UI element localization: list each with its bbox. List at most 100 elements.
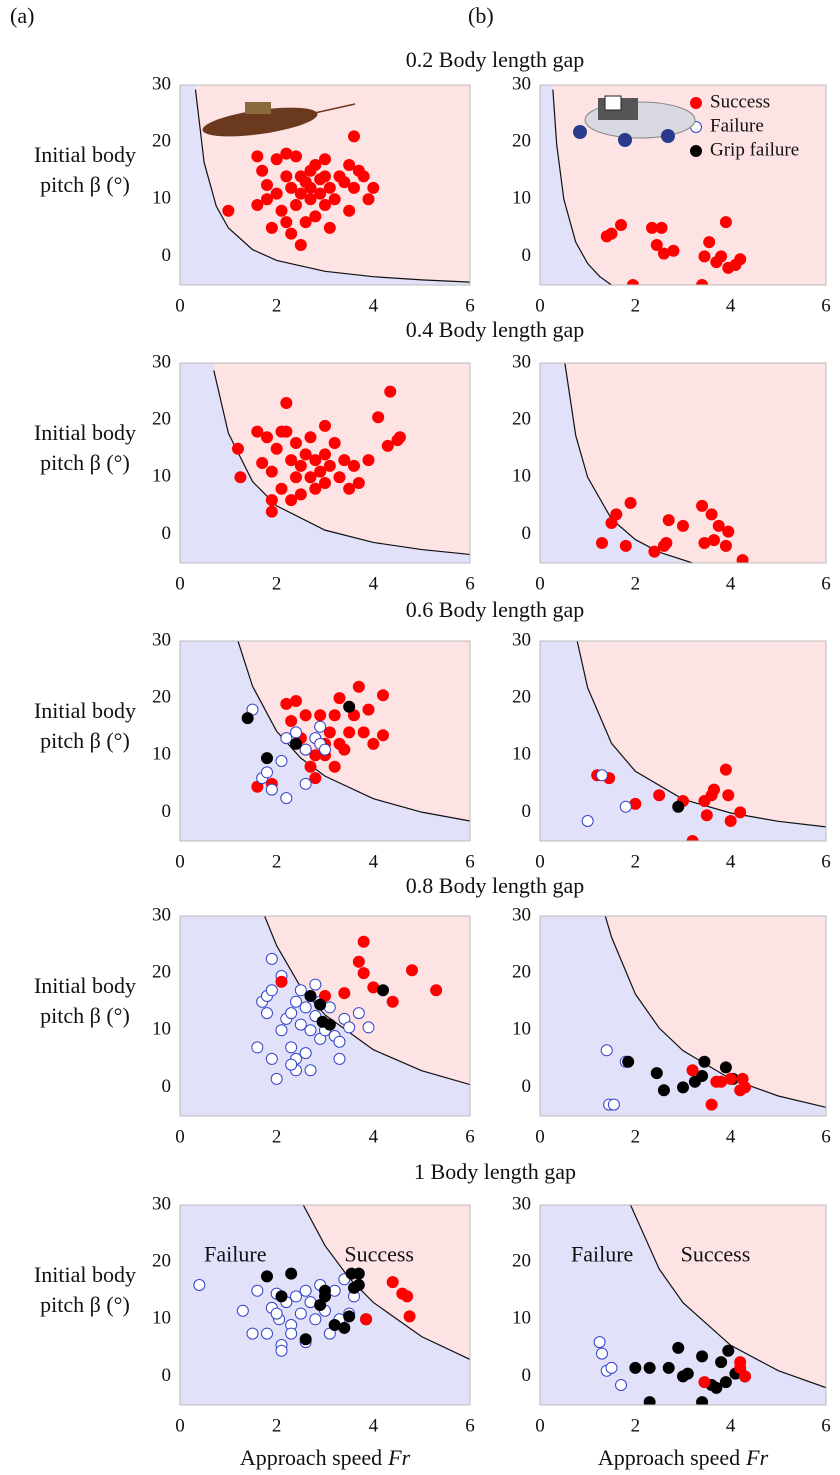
data-point (309, 210, 322, 223)
gap-title: 0.4 Body length gap (406, 317, 584, 342)
data-point (719, 539, 732, 552)
data-point (251, 1284, 264, 1297)
x-tick-label: 6 (465, 295, 475, 316)
data-point (275, 204, 288, 217)
data-point (348, 130, 360, 143)
data-point (319, 170, 331, 183)
x-tick-label: 6 (821, 295, 831, 316)
data-point (643, 1361, 656, 1374)
plot-frame (539, 84, 827, 286)
data-point (232, 442, 244, 455)
data-point (430, 984, 443, 997)
annotation: Failure (204, 1241, 266, 1266)
data-point (285, 454, 298, 467)
data-point (734, 253, 747, 266)
annotation: Failure (571, 1241, 633, 1266)
data-point (319, 448, 331, 461)
data-point (299, 1284, 312, 1297)
data-point (323, 459, 336, 472)
data-point (261, 431, 273, 444)
data-point (319, 419, 331, 432)
y-tick-label: 10 (152, 466, 171, 487)
region-above (564, 363, 826, 563)
data-point (722, 525, 735, 538)
data-point (314, 998, 327, 1011)
data-point (280, 792, 293, 805)
boundary-curve (604, 916, 826, 1108)
data-point (624, 497, 637, 509)
data-point (328, 437, 341, 449)
y-tick-label: 10 (152, 744, 171, 765)
data-point (722, 1344, 735, 1357)
x-axis-label: Approach speed Fr (598, 1445, 769, 1470)
data-point (265, 505, 278, 518)
data-point (285, 715, 298, 727)
y-tick-label: 20 (512, 1251, 531, 1272)
data-point (319, 199, 331, 211)
data-point (270, 442, 283, 455)
data-point (348, 181, 360, 194)
data-point (290, 437, 302, 449)
y-tick-label: 10 (512, 1308, 531, 1329)
y-tick-label: 20 (152, 409, 171, 430)
data-point (265, 1052, 278, 1065)
x-tick-label: 2 (272, 851, 282, 872)
data-point (650, 1067, 663, 1080)
legend-label: Grip failure (710, 139, 799, 160)
data-point (261, 766, 273, 779)
data-point (314, 465, 327, 478)
cockroach-backpack (245, 102, 271, 114)
data-point (294, 459, 307, 472)
data-point (672, 800, 685, 813)
x-tick-label: 2 (631, 1126, 641, 1147)
y-tick-label: 0 (522, 801, 532, 822)
data-point (275, 1344, 288, 1357)
cockroach-body (202, 107, 318, 137)
data-point (698, 1055, 711, 1068)
panel-label: (a) (10, 3, 34, 28)
y-axis-label: Initial body (34, 1262, 136, 1287)
data-point (193, 1279, 206, 1291)
data-point (280, 397, 293, 409)
region-above (264, 916, 470, 1085)
x-tick-label: 0 (175, 573, 185, 594)
data-point (657, 1084, 670, 1097)
data-point (304, 471, 317, 484)
data-point (299, 709, 312, 722)
x-tick-label: 0 (535, 1415, 545, 1436)
data-point (265, 952, 278, 965)
legend-marker (690, 97, 702, 109)
data-point (605, 227, 618, 240)
data-point (309, 159, 322, 171)
data-point (696, 1070, 709, 1082)
data-point (677, 519, 689, 532)
data-point (593, 1336, 606, 1349)
data-point (622, 1055, 635, 1068)
data-point (304, 990, 317, 1002)
data-point (357, 935, 370, 948)
data-point (309, 1313, 322, 1326)
data-point (285, 1058, 298, 1071)
plot-frame (539, 362, 827, 564)
x-tick-label: 2 (631, 851, 641, 872)
y-tick-label: 0 (162, 1365, 172, 1386)
data-point (710, 1381, 723, 1394)
region-above (303, 1205, 470, 1360)
x-tick-label: 2 (272, 295, 282, 316)
data-point (265, 783, 278, 796)
x-tick-label: 2 (631, 573, 641, 594)
plot-area (180, 1205, 470, 1405)
data-point (352, 680, 365, 693)
data-point (319, 477, 331, 489)
x-axis-label-var: Fr (387, 1445, 410, 1470)
data-point (595, 769, 608, 782)
data-point (285, 494, 298, 507)
y-tick-label: 30 (512, 629, 531, 650)
plot-frame (179, 640, 471, 842)
data-point (352, 1007, 365, 1020)
data-point (386, 1276, 399, 1289)
data-point (309, 978, 322, 991)
x-tick-label: 4 (369, 1415, 379, 1436)
data-point (626, 279, 639, 285)
data-point (660, 537, 673, 549)
